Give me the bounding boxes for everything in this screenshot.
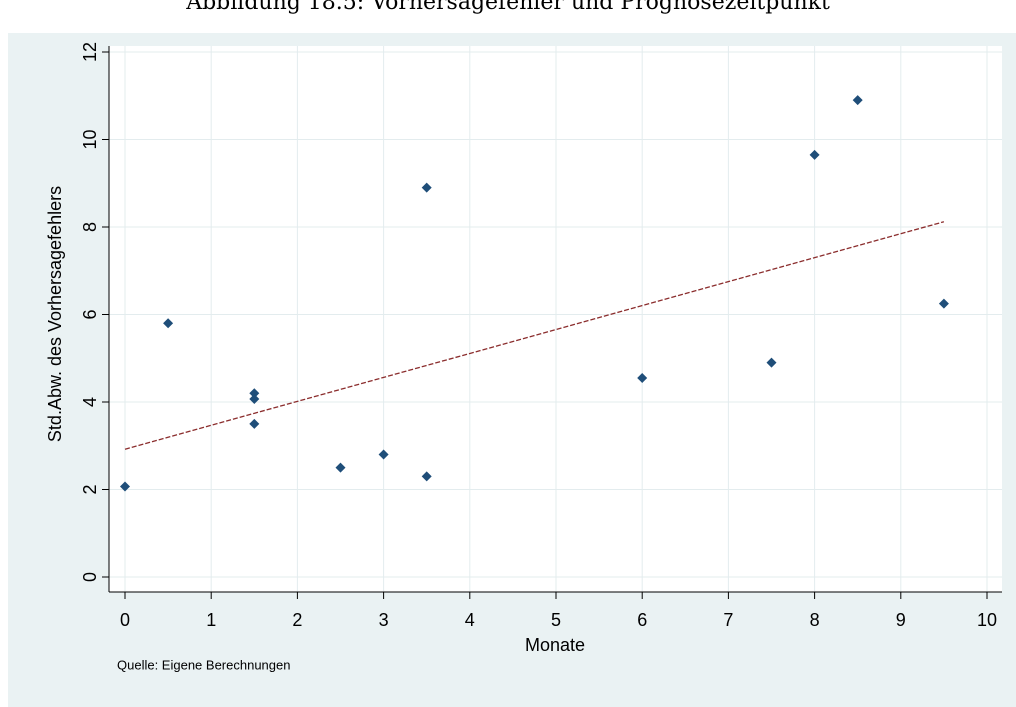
fit-line-layer bbox=[124, 221, 945, 450]
x-tick-label: 10 bbox=[977, 610, 997, 630]
y-tick-label: 10 bbox=[80, 129, 100, 149]
y-tick-label: 12 bbox=[80, 42, 100, 62]
x-tick-label: 9 bbox=[896, 610, 906, 630]
x-tick-label: 7 bbox=[723, 610, 733, 630]
data-point bbox=[421, 182, 432, 193]
x-tick-label: 2 bbox=[292, 610, 302, 630]
x-tick-label: 8 bbox=[810, 610, 820, 630]
x-axis-title: Monate bbox=[525, 635, 585, 655]
x-tick-label: 6 bbox=[637, 610, 647, 630]
data-point bbox=[163, 318, 174, 329]
x-tick-label: 4 bbox=[465, 610, 475, 630]
data-point bbox=[249, 393, 260, 404]
y-tick-label: 8 bbox=[80, 222, 100, 232]
x-tick-label: 5 bbox=[551, 610, 561, 630]
data-point bbox=[249, 418, 260, 429]
y-tick-label: 2 bbox=[80, 484, 100, 494]
fit-line bbox=[124, 221, 945, 450]
x-tick-label: 0 bbox=[120, 610, 130, 630]
data-point bbox=[120, 481, 130, 492]
y-axis-title: Std.Abw. des Vorhersagefehlers bbox=[45, 186, 65, 442]
gridlines bbox=[109, 46, 1002, 592]
data-point bbox=[637, 372, 648, 383]
y-tick-label: 0 bbox=[80, 572, 100, 582]
x-tick-label: 3 bbox=[379, 610, 389, 630]
data-point bbox=[766, 357, 777, 368]
y-tick-label: 4 bbox=[80, 397, 100, 407]
data-point bbox=[335, 462, 346, 473]
chart-title: Abbildung 18.5: Vorhersagefehler und Pro… bbox=[186, 0, 830, 15]
data-point bbox=[852, 95, 863, 106]
source-note: Quelle: Eigene Berechnungen bbox=[117, 657, 291, 673]
data-point bbox=[249, 388, 260, 399]
data-point bbox=[938, 298, 949, 309]
x-tick-label: 1 bbox=[206, 610, 216, 630]
data-point bbox=[809, 149, 820, 160]
data-point bbox=[378, 449, 389, 460]
y-tick-label: 6 bbox=[80, 309, 100, 319]
data-points bbox=[120, 95, 949, 492]
data-point bbox=[421, 471, 432, 482]
